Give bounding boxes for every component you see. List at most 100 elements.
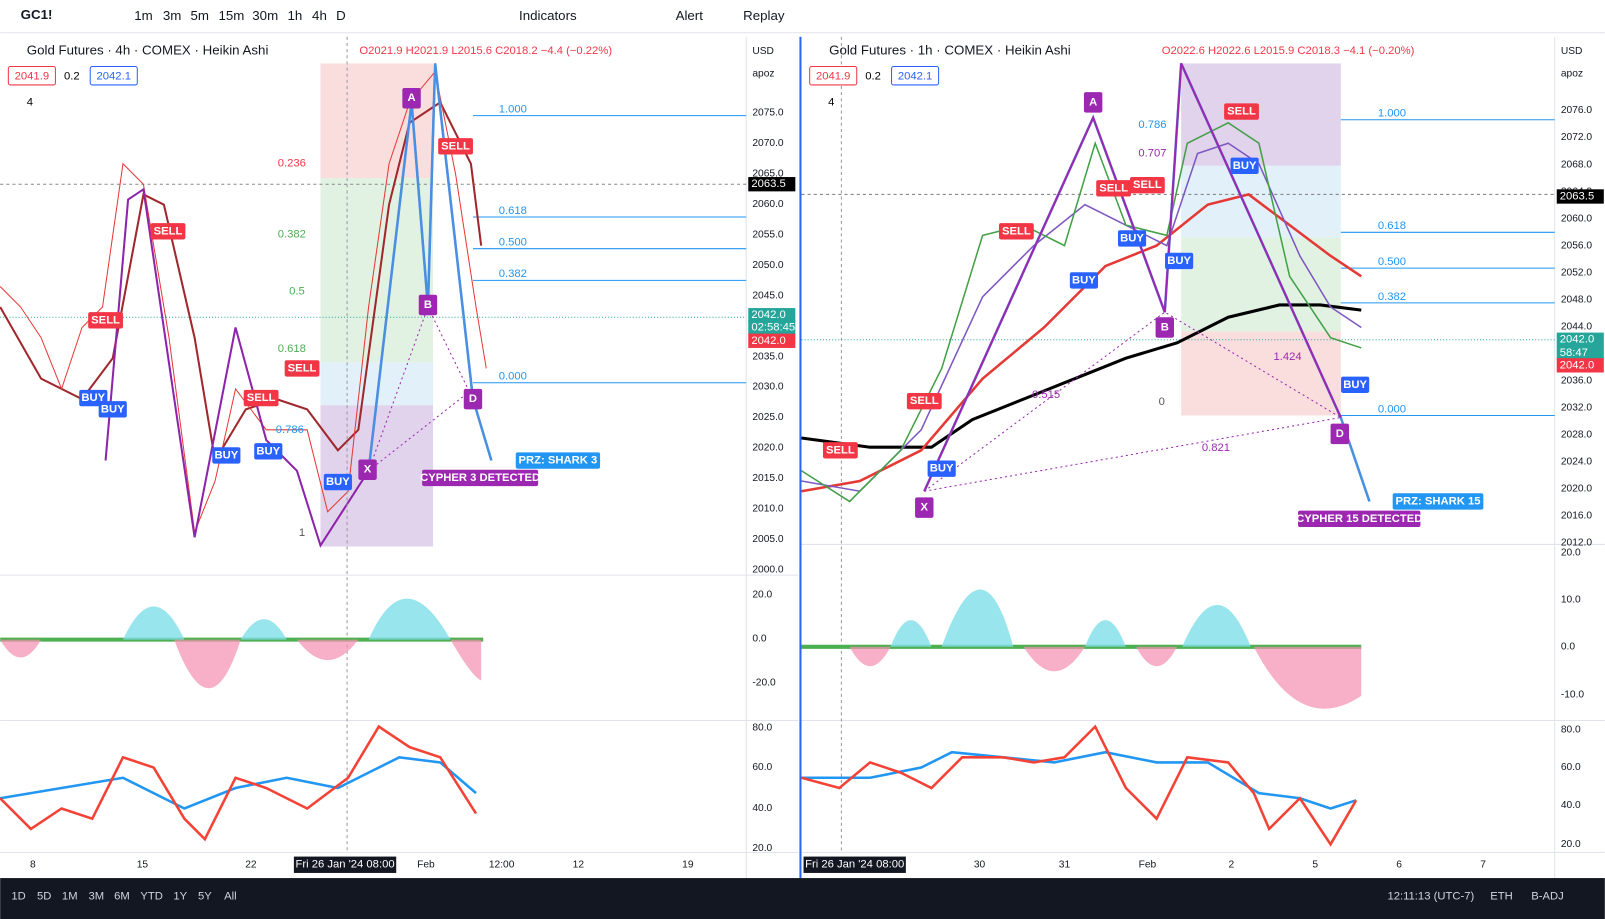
alert-button[interactable]: Alert — [676, 8, 704, 23]
sell-signal-bg — [243, 389, 279, 407]
range-button[interactable]: 1D — [11, 890, 25, 902]
fib-label: 0.707 — [1138, 147, 1166, 159]
pivot-bg — [1330, 423, 1349, 445]
buy-signal: BUY — [1343, 379, 1367, 391]
fib-label: 0.786 — [1138, 119, 1166, 131]
price-badge: 2042.0 — [1560, 334, 1594, 346]
replay-button[interactable]: Replay — [743, 8, 785, 23]
ohlc: O2021.9 H2021.9 L2015.6 C2018.2 −4.4 (−0… — [359, 45, 612, 57]
price-badge-bg — [748, 177, 796, 192]
price-box — [89, 66, 138, 86]
interval-button[interactable]: 30m — [252, 8, 278, 23]
price-badge-bg — [1556, 332, 1604, 347]
interval-button[interactable]: 3m — [163, 8, 181, 23]
sell-signal-bg — [88, 312, 123, 329]
fib-label: 0.618 — [1378, 220, 1406, 232]
indicators-button[interactable]: Indicators — [519, 8, 577, 23]
scale-mode: apoz — [1561, 68, 1583, 79]
buy-signal: BUY — [214, 449, 238, 461]
chart-title: Gold Futures · 1h · COMEX · Heikin Ashi — [829, 43, 1071, 58]
price-label: 2068.0 — [1561, 159, 1593, 170]
pivot-label: A — [1089, 96, 1097, 108]
session-button[interactable]: ETH — [1490, 890, 1513, 902]
adjust-button[interactable]: B-ADJ — [1531, 890, 1564, 902]
price-label: 2056.0 — [1561, 240, 1593, 251]
fib-label: 0.382 — [499, 268, 527, 280]
price-label: 2020.0 — [1561, 483, 1593, 494]
time-label: 6 — [1396, 859, 1402, 870]
price-label: 2055.0 — [752, 229, 784, 240]
buy-signal-bg — [212, 447, 241, 464]
price-label: 2028.0 — [1561, 429, 1593, 440]
interval-button[interactable]: 15m — [219, 8, 245, 23]
range-button[interactable]: 1M — [62, 890, 78, 902]
interval-button[interactable]: 4h — [312, 8, 327, 23]
pivot-bg — [463, 388, 483, 410]
sell-signal-bg — [150, 223, 186, 240]
fib-label: 0.236 — [278, 158, 306, 170]
rsi-label: 80.0 — [1561, 724, 1581, 735]
interval-button[interactable]: D — [336, 8, 346, 23]
osc-label: -10.0 — [1561, 690, 1585, 701]
pivot-label: D — [469, 393, 477, 405]
price-badge: 2042.0 — [751, 309, 785, 321]
pattern-label: CYPHER 3 DETECTED — [420, 472, 540, 484]
buy-signal-bg — [1341, 376, 1370, 393]
price-badge-bg — [748, 333, 796, 348]
time-label: Feb — [1139, 859, 1157, 870]
range-button[interactable]: 1Y — [173, 890, 187, 902]
price-label: 2015.0 — [752, 473, 784, 484]
fib-label: 1 — [299, 527, 305, 539]
layers-toggle[interactable]: 4 — [27, 96, 33, 108]
fib-label: 0.618 — [499, 205, 527, 217]
price-label: 2005.0 — [752, 534, 784, 545]
price-label: 2030.0 — [752, 382, 784, 393]
buy-signal: BUY — [1072, 274, 1096, 286]
fib-label: 0.821 — [1202, 442, 1230, 454]
time-label: 12:00 — [489, 859, 515, 870]
range-button[interactable]: All — [224, 890, 237, 902]
pivot-bg — [1155, 317, 1174, 338]
price-label: 2025.0 — [752, 412, 784, 423]
interval-button[interactable]: 1m — [134, 8, 152, 23]
price-label: 2045.0 — [752, 290, 784, 301]
fib-label: 0.618 — [278, 343, 306, 355]
sell-signal-bg — [438, 138, 473, 155]
sell-signal-bg — [1129, 177, 1165, 194]
prz-label-bg — [515, 452, 601, 469]
range-button[interactable]: 5D — [37, 890, 51, 902]
rsi-label: 40.0 — [752, 803, 772, 814]
sell-signal-bg — [998, 223, 1034, 240]
range-button[interactable]: YTD — [140, 890, 163, 902]
symbol[interactable]: GC1! — [21, 7, 53, 22]
range-button[interactable]: 6M — [114, 890, 130, 902]
sell-signal-bg — [1096, 180, 1132, 197]
time-label: 30 — [974, 859, 986, 870]
sell-signal-bg — [1224, 103, 1259, 120]
pivot-bg — [358, 459, 377, 480]
rsi-label: 40.0 — [1561, 800, 1581, 811]
range-button[interactable]: 3M — [89, 890, 105, 902]
rsi-label: 60.0 — [752, 762, 772, 773]
interval-button[interactable]: 5m — [190, 8, 208, 23]
clock: 12:11:13 (UTC-7) — [1388, 890, 1475, 902]
chart-title: Gold Futures · 4h · COMEX · Heikin Ashi — [27, 43, 269, 58]
range-button[interactable]: 5Y — [198, 890, 212, 902]
pivot-bg — [1083, 92, 1103, 113]
buy-signal: BUY — [256, 445, 280, 457]
time-label: 8 — [30, 859, 36, 870]
crosshair-date: Fri 26 Jan '24 08:00 — [295, 859, 394, 871]
price-box — [809, 66, 858, 86]
currency: USD — [1561, 46, 1583, 57]
osc-label: 0.0 — [752, 633, 767, 644]
time-label: 5 — [1312, 859, 1318, 870]
sell-signal: SELL — [247, 392, 276, 404]
price-label: 2050.0 — [752, 260, 784, 271]
buy-signal: BUY — [1233, 160, 1257, 172]
interval-button[interactable]: 1h — [288, 8, 303, 23]
layers-toggle[interactable]: 4 — [828, 96, 834, 108]
price-label: 2060.0 — [752, 199, 784, 210]
pane-separators — [0, 543, 1605, 853]
sell-signal-bg — [906, 392, 942, 410]
